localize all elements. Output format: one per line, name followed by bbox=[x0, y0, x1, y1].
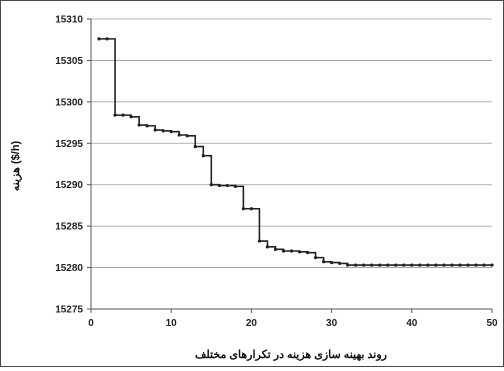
data-point bbox=[354, 263, 358, 267]
data-point bbox=[410, 263, 414, 267]
data-point bbox=[225, 183, 229, 188]
data-point bbox=[378, 263, 382, 267]
axes bbox=[87, 18, 493, 313]
data-point bbox=[346, 263, 350, 267]
y-tick-label: 15300 bbox=[55, 97, 83, 108]
data-point bbox=[241, 207, 245, 211]
data-point bbox=[338, 261, 342, 266]
data-point bbox=[217, 183, 221, 188]
x-tick-label: 40 bbox=[406, 318, 418, 329]
data-point bbox=[362, 263, 366, 267]
y-axis-title: هزینه ($/h) bbox=[10, 140, 22, 191]
data-point bbox=[321, 260, 326, 264]
data-point bbox=[386, 263, 390, 267]
x-tick-label: 10 bbox=[166, 318, 178, 329]
data-point bbox=[249, 207, 253, 211]
data-point bbox=[121, 113, 125, 117]
x-axis-title: روند بهینه سازی هزینه در تکرارهای مختلف bbox=[195, 349, 387, 361]
series-line bbox=[99, 38, 492, 266]
y-tick-label: 15285 bbox=[55, 222, 83, 233]
data-point bbox=[426, 263, 430, 267]
data-point bbox=[193, 145, 197, 149]
data-point bbox=[482, 263, 486, 267]
data-point bbox=[466, 263, 470, 267]
data-point bbox=[161, 129, 165, 133]
data-point bbox=[105, 37, 109, 41]
y-tick-label: 15290 bbox=[55, 180, 83, 191]
data-point bbox=[233, 184, 237, 188]
series-layer bbox=[97, 37, 494, 267]
data-point bbox=[490, 263, 494, 267]
data-point bbox=[137, 123, 141, 127]
data-point bbox=[97, 37, 101, 41]
line-chart: 15275 15280 15285 15290 15295 15300 15305 15310… bbox=[10, 15, 498, 362]
data-point bbox=[129, 115, 133, 119]
data-point bbox=[209, 183, 213, 187]
data-point bbox=[185, 134, 189, 138]
grid-lines bbox=[91, 18, 492, 310]
data-point bbox=[265, 245, 270, 249]
y-tick-labels: 15275 15280 15285 15290 15295 15300 15305 15310 bbox=[55, 15, 83, 316]
x-tick-label: 20 bbox=[246, 318, 258, 329]
data-point bbox=[450, 263, 454, 267]
data-point bbox=[177, 133, 181, 137]
data-point bbox=[257, 239, 262, 243]
data-point bbox=[474, 263, 478, 267]
data-point bbox=[153, 128, 157, 132]
data-point bbox=[458, 263, 462, 267]
data-point bbox=[434, 263, 438, 267]
data-point bbox=[394, 263, 398, 267]
data-point bbox=[418, 263, 422, 267]
y-tick-label: 15310 bbox=[55, 15, 83, 26]
data-point bbox=[330, 261, 334, 265]
data-point bbox=[113, 113, 117, 117]
data-point bbox=[402, 263, 406, 267]
y-tick-label: 15280 bbox=[55, 263, 83, 274]
data-point bbox=[289, 249, 294, 253]
y-tick-label: 15305 bbox=[55, 56, 83, 67]
y-tick-label: 15295 bbox=[55, 139, 83, 150]
data-point bbox=[145, 124, 149, 128]
x-tick-labels: 0 10 20 30 40 50 bbox=[88, 318, 498, 329]
data-point bbox=[442, 263, 446, 267]
data-point bbox=[305, 251, 310, 255]
y-tick-label: 15275 bbox=[55, 305, 83, 316]
data-point bbox=[297, 250, 302, 254]
data-point bbox=[313, 256, 318, 260]
data-point bbox=[273, 247, 278, 251]
data-point bbox=[370, 263, 374, 267]
x-tick-label: 50 bbox=[486, 318, 498, 329]
data-point bbox=[281, 249, 286, 253]
x-tick-label: 0 bbox=[88, 318, 94, 329]
data-point bbox=[201, 154, 205, 158]
data-point bbox=[169, 130, 173, 134]
x-tick-label: 30 bbox=[326, 318, 338, 329]
